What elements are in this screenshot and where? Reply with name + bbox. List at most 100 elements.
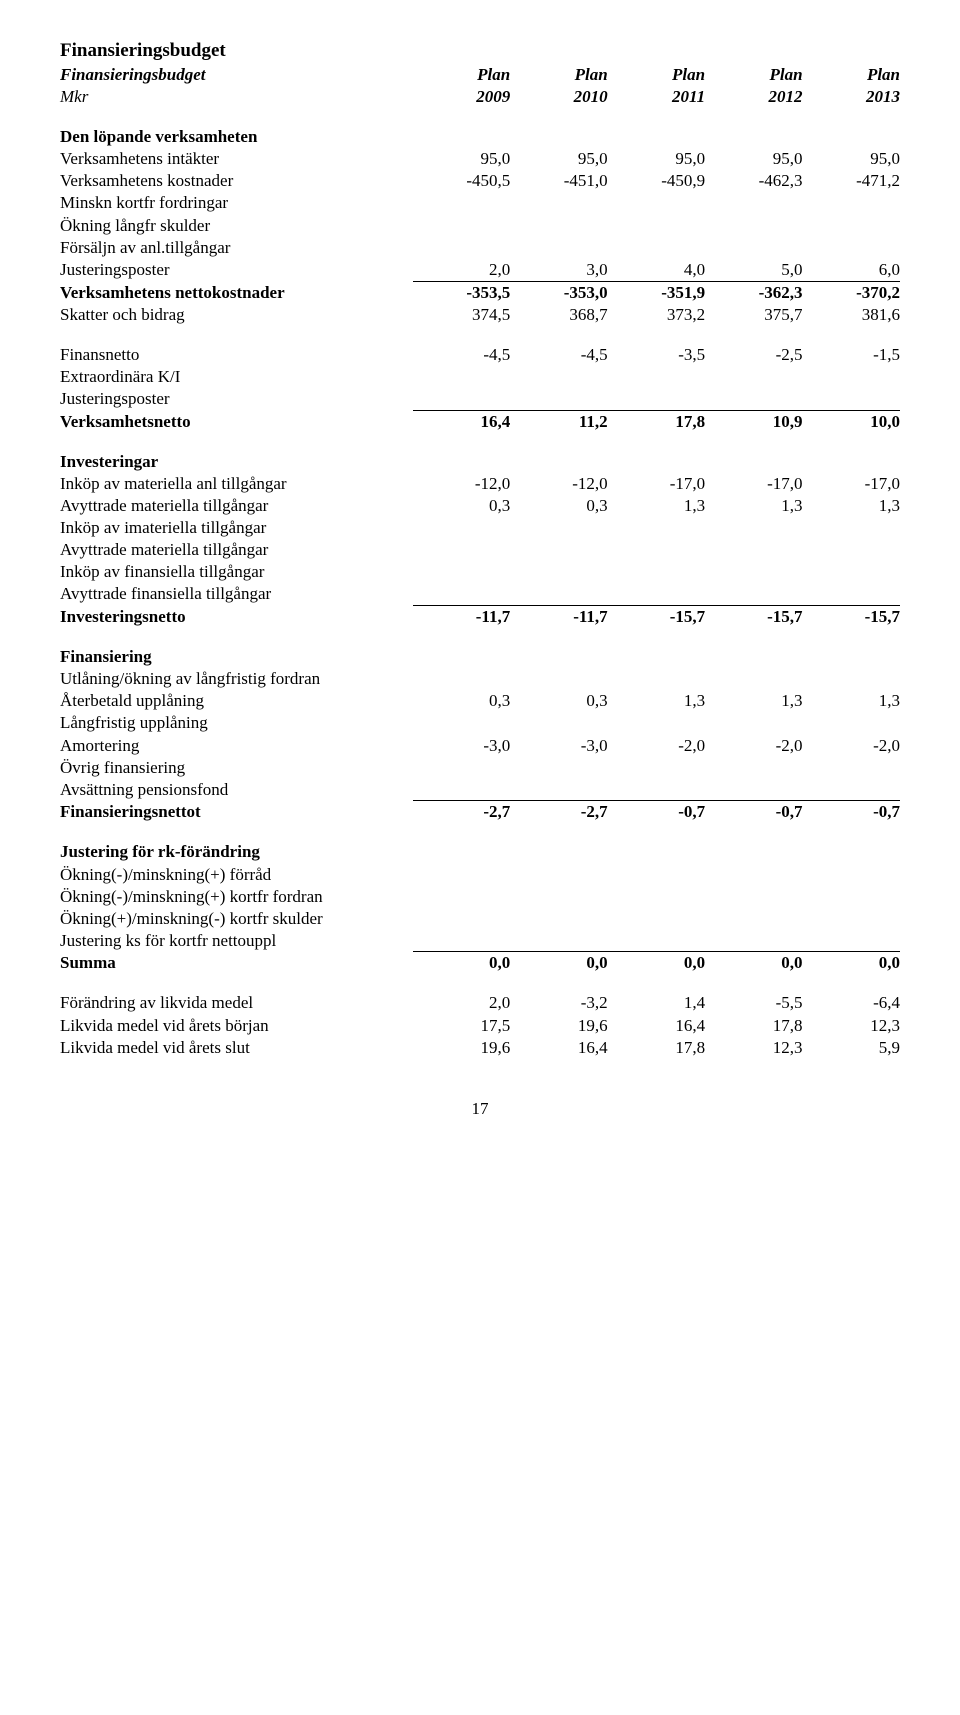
row-label: Investeringsnetto: [60, 606, 413, 629]
header-col: Plan: [608, 64, 705, 86]
budget-table: Finansieringsbudget Plan Plan Plan Plan …: [60, 64, 900, 1059]
row-value: 11,2: [510, 410, 607, 433]
row-value: [803, 668, 900, 690]
row-value: [608, 517, 705, 539]
row-value: -1,5: [803, 344, 900, 366]
row-value: [705, 237, 802, 259]
row-value: [413, 864, 510, 886]
row-value: -4,5: [413, 344, 510, 366]
row-value: [803, 757, 900, 779]
row-value: [705, 864, 802, 886]
row-value: [608, 930, 705, 952]
row-value: 0,3: [413, 495, 510, 517]
row-value: [705, 561, 802, 583]
row-label: Verksamhetens intäkter: [60, 148, 413, 170]
data-row: Verksamhetens intäkter95,095,095,095,095…: [60, 148, 900, 170]
row-label: Likvida medel vid årets slut: [60, 1037, 413, 1059]
row-value: -2,0: [705, 735, 802, 757]
sum-row: Investeringsnetto -11,7 -11,7 -15,7 -15,…: [60, 606, 900, 629]
row-value: [705, 366, 802, 388]
row-value: [608, 561, 705, 583]
row-value: 4,0: [608, 259, 705, 282]
data-row: Inköp av finansiella tillgångar: [60, 561, 900, 583]
header-row-2: Mkr 2009 2010 2011 2012 2013: [60, 86, 900, 108]
row-value: 17,8: [608, 410, 705, 433]
row-label: Verksamhetens kostnader: [60, 170, 413, 192]
data-row: Justeringsposter2,03,04,05,06,0: [60, 259, 900, 282]
row-value: [510, 237, 607, 259]
header-year: 2011: [608, 86, 705, 108]
row-value: 375,7: [705, 304, 802, 326]
row-value: -370,2: [803, 281, 900, 304]
data-row: Justeringsposter: [60, 388, 900, 410]
row-value: 12,3: [803, 1015, 900, 1037]
row-value: [608, 237, 705, 259]
row-value: [510, 712, 607, 734]
row-value: 1,3: [705, 690, 802, 712]
row-value: [510, 886, 607, 908]
row-value: 5,9: [803, 1037, 900, 1059]
row-value: -471,2: [803, 170, 900, 192]
row-value: -17,0: [608, 473, 705, 495]
row-value: 95,0: [608, 148, 705, 170]
row-label: Finansieringsnettot: [60, 801, 413, 824]
row-label: Summa: [60, 952, 413, 975]
row-value: [608, 366, 705, 388]
row-value: [803, 864, 900, 886]
data-row: Likvida medel vid årets början17,519,616…: [60, 1015, 900, 1037]
row-value: [413, 583, 510, 605]
row-value: [510, 388, 607, 410]
row-value: [705, 192, 802, 214]
row-value: -2,7: [510, 801, 607, 824]
row-value: 1,3: [803, 495, 900, 517]
row-value: [705, 517, 802, 539]
row-value: 6,0: [803, 259, 900, 282]
row-value: 381,6: [803, 304, 900, 326]
row-value: -2,0: [608, 735, 705, 757]
row-value: [510, 539, 607, 561]
row-value: 1,3: [608, 495, 705, 517]
row-value: [803, 561, 900, 583]
row-value: [413, 561, 510, 583]
section-title: Finansiering: [60, 646, 413, 668]
row-value: [510, 215, 607, 237]
row-label: Övrig finansiering: [60, 757, 413, 779]
row-value: [803, 908, 900, 930]
row-value: [510, 930, 607, 952]
row-value: -15,7: [803, 606, 900, 629]
row-value: [608, 388, 705, 410]
row-value: [705, 712, 802, 734]
row-label: Minskn kortfr fordringar: [60, 192, 413, 214]
row-value: 12,3: [705, 1037, 802, 1059]
data-row: Amortering-3,0-3,0-2,0-2,0-2,0: [60, 735, 900, 757]
row-value: -2,7: [413, 801, 510, 824]
row-value: -353,5: [413, 281, 510, 304]
row-value: [803, 930, 900, 952]
row-value: [608, 908, 705, 930]
row-label: Inköp av materiella anl tillgångar: [60, 473, 413, 495]
row-value: [608, 886, 705, 908]
row-value: [510, 864, 607, 886]
row-value: [803, 712, 900, 734]
row-value: [413, 517, 510, 539]
row-value: -15,7: [608, 606, 705, 629]
row-label: Avyttrade materiella tillgångar: [60, 495, 413, 517]
row-value: -11,7: [413, 606, 510, 629]
data-row: Avyttrade materiella tillgångar0,30,31,3…: [60, 495, 900, 517]
data-row: Ökning långfr skulder: [60, 215, 900, 237]
row-label: Avyttrade finansiella tillgångar: [60, 583, 413, 605]
row-value: 10,0: [803, 410, 900, 433]
header-col: Plan: [705, 64, 802, 86]
row-value: -3,0: [510, 735, 607, 757]
section-title: Investeringar: [60, 451, 413, 473]
data-row: Ökning(+)/minskning(-) kortfr skulder: [60, 908, 900, 930]
data-row: Utlåning/ökning av långfristig fordran: [60, 668, 900, 690]
row-value: [608, 757, 705, 779]
row-value: [413, 237, 510, 259]
row-label: Avyttrade materiella tillgångar: [60, 539, 413, 561]
row-value: [510, 366, 607, 388]
row-value: 0,0: [705, 952, 802, 975]
row-value: 16,4: [413, 410, 510, 433]
row-value: [803, 215, 900, 237]
header-label-2: Mkr: [60, 86, 413, 108]
